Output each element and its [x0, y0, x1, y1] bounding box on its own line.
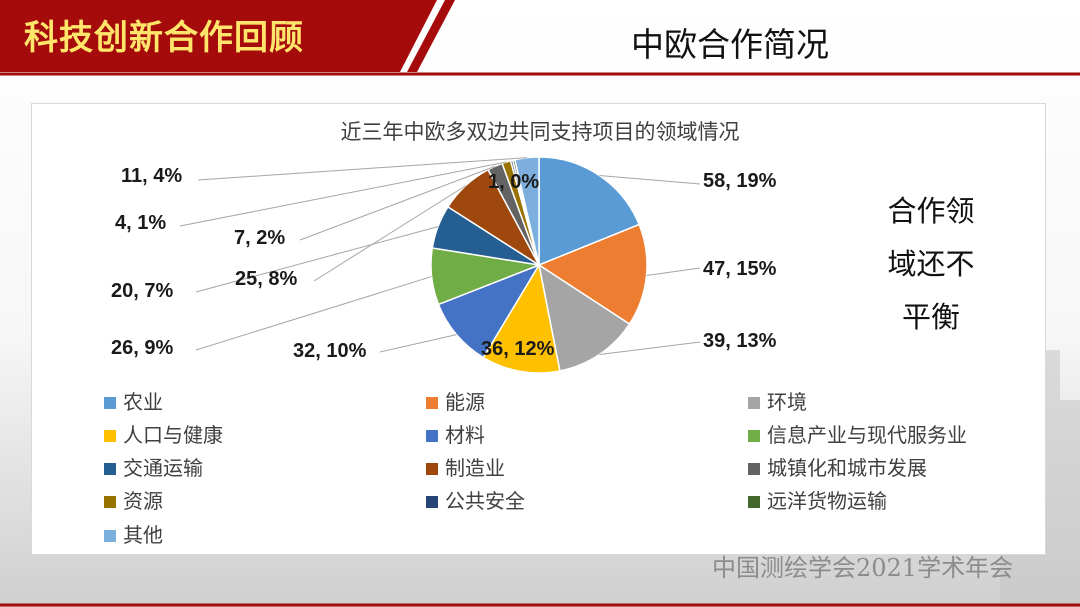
footer-conference: 中国测绘学会2021学术年会 — [712, 554, 1014, 582]
legend-swatch — [426, 463, 438, 475]
legend-swatch — [748, 496, 760, 508]
data-label-population-health: 36, 12% — [481, 338, 555, 360]
leader-line — [195, 276, 432, 351]
chart-legend: 农业 能源 环境 人口与健康 材料 信息产业与现代服务业 交通运输 制造业 城镇… — [60, 386, 1025, 552]
data-label-manufacturing: 25, 8% — [235, 268, 298, 290]
leader-line — [197, 157, 527, 181]
pie-slice-other — [513, 156, 540, 266]
legend-label: 人口与健康 — [123, 423, 223, 447]
legend-swatch — [748, 463, 760, 475]
section-title: 科技创新合作回顾 — [24, 18, 304, 58]
legend-label: 资源 — [123, 489, 163, 513]
pie-slice-materials — [437, 263, 541, 359]
legend-label: 环境 — [767, 390, 807, 414]
slide-subtitle: 中欧合作简况 — [631, 25, 829, 64]
legend-label: 公共安全 — [445, 489, 525, 513]
side-note: 合作领 域还不 平衡 — [876, 185, 986, 344]
legend-swatch — [426, 496, 438, 508]
legend-label: 交通运输 — [123, 456, 203, 480]
data-label-resources: 4, 1% — [115, 212, 167, 234]
legend-label: 城镇化和城市发展 — [767, 456, 927, 480]
legend-swatch — [426, 397, 438, 409]
leader-line — [646, 267, 701, 276]
data-label-transport: 20, 7% — [111, 280, 174, 302]
pie-slice-environment — [537, 263, 631, 372]
pie-slice-population-health — [482, 262, 561, 374]
legend-label: 其他 — [123, 523, 163, 547]
pie-slice-agriculture — [538, 156, 641, 267]
legend-label: 材料 — [445, 423, 485, 447]
legend-swatch — [748, 430, 760, 442]
data-label-environment: 39, 13% — [703, 330, 777, 352]
data-label-energy: 47, 15% — [703, 258, 777, 280]
leader-line — [599, 174, 701, 185]
leader-line — [179, 161, 507, 227]
data-label-urbanization: 7, 2% — [234, 227, 286, 249]
legend-label: 信息产业与现代服务业 — [767, 423, 967, 447]
leader-line — [299, 165, 496, 241]
legend-label: 农业 — [123, 390, 163, 414]
legend-swatch — [104, 397, 116, 409]
chart-title: 近三年中欧多双边共同支持项目的领域情况 — [340, 120, 740, 144]
side-note-line: 合作领 — [887, 194, 975, 228]
side-note-line: 平衡 — [901, 300, 960, 334]
legend-swatch — [104, 430, 116, 442]
leader-line — [599, 341, 701, 356]
legend-label: 制造业 — [445, 456, 505, 480]
data-label-other: 11, 4% — [121, 165, 183, 187]
data-label-agriculture: 58, 19% — [703, 170, 777, 192]
legend-swatch — [104, 530, 116, 542]
leader-line — [195, 226, 439, 293]
data-label-public-safety: 1, 0% — [488, 171, 540, 193]
data-label-information: 26, 9% — [111, 337, 174, 359]
legend-label: 能源 — [445, 390, 485, 414]
legend-swatch — [748, 397, 760, 409]
legend-swatch — [426, 430, 438, 442]
leader-line — [379, 334, 457, 353]
legend-swatch — [104, 496, 116, 508]
side-note-line: 域还不 — [887, 247, 975, 281]
legend-swatch — [104, 463, 116, 475]
data-label-materials: 32, 10% — [293, 340, 367, 362]
leader-line — [313, 185, 466, 282]
legend-label: 远洋货物运输 — [767, 489, 887, 513]
